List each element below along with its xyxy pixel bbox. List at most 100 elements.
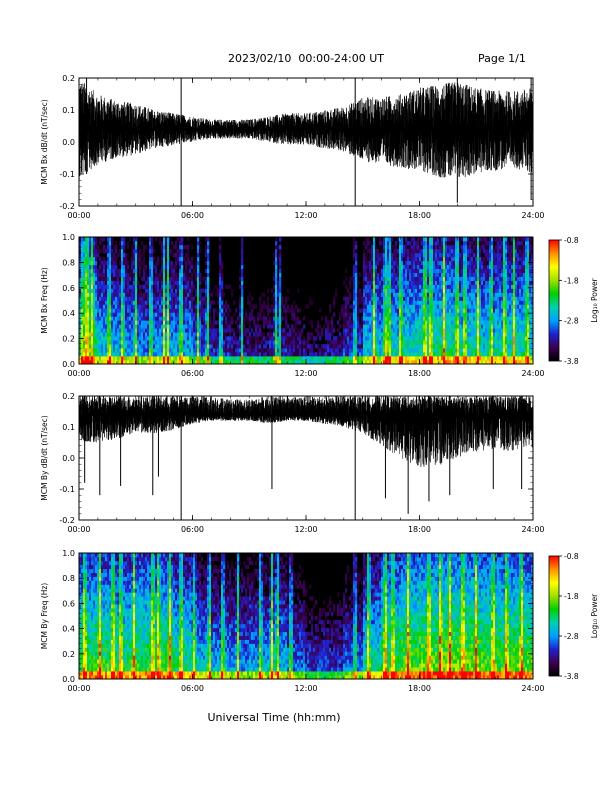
- spectrogram-cell: [381, 344, 384, 349]
- spectrogram-cell: [89, 348, 92, 353]
- spectrogram-cell: [363, 336, 366, 341]
- spectrogram-cell: [161, 308, 164, 313]
- spectrogram-cell: [127, 276, 130, 281]
- spectrogram-cell: [383, 244, 386, 250]
- spectrogram-cell: [345, 320, 348, 325]
- spectrogram-cell: [417, 356, 420, 361]
- spectrogram-cell: [177, 276, 180, 281]
- spectrogram-cell: [401, 284, 404, 289]
- spectrogram-cell: [279, 276, 282, 281]
- spectrogram-cell: [201, 332, 204, 337]
- spectrogram-cell: [85, 300, 88, 305]
- spectrogram-cell: [463, 296, 466, 301]
- spectrogram-cell: [417, 340, 420, 345]
- spectrogram-cell: [107, 268, 110, 274]
- spectrogram-cell: [409, 320, 412, 325]
- spectrogram-cell: [151, 284, 154, 289]
- spectrogram-cell: [417, 328, 420, 333]
- spectrogram-cell: [133, 288, 136, 293]
- spectrogram-cell: [101, 332, 104, 337]
- spectrogram-cell: [401, 360, 404, 365]
- spectrogram-cell: [395, 244, 398, 250]
- spectrogram-cell: [381, 272, 384, 277]
- spectrogram-cell: [195, 304, 198, 309]
- spectrogram-cell: [145, 312, 148, 317]
- spectrogram-cell: [147, 344, 150, 349]
- spectrogram-cell: [443, 296, 446, 301]
- spectrogram-cell: [111, 312, 114, 317]
- spectrogram-cell: [415, 280, 418, 285]
- spectrogram-cell: [275, 268, 278, 274]
- spectrogram-cell: [227, 356, 230, 361]
- spectrogram-cell: [223, 344, 226, 349]
- spectrogram-cell: [353, 252, 356, 258]
- spectrogram-cell: [427, 252, 430, 258]
- spectrogram-cell: [149, 248, 152, 254]
- spectrogram-cell: [187, 260, 190, 266]
- spectrogram-cell: [383, 348, 386, 353]
- spectrogram-cell: [129, 320, 132, 325]
- spectrogram-cell: [457, 288, 460, 293]
- spectrogram-cell: [181, 260, 184, 266]
- spectrogram-cell: [333, 312, 336, 317]
- spectrogram-cell: [431, 336, 434, 341]
- spectrogram-cell: [133, 360, 136, 365]
- spectrogram-cell: [429, 352, 432, 357]
- spectrogram-cell: [321, 360, 324, 365]
- spectrogram-cell: [453, 340, 456, 345]
- spectrogram-cell: [87, 348, 90, 353]
- y-tick-label: 0.0: [62, 138, 75, 147]
- spectrogram-cell: [385, 292, 388, 297]
- spectrogram-cell: [187, 256, 190, 262]
- spectrogram-cell: [139, 252, 142, 258]
- spectrogram-cell: [453, 352, 456, 357]
- spectrogram-cell: [193, 268, 196, 274]
- spectrogram-cell: [399, 256, 402, 262]
- spectrogram-cell: [131, 272, 134, 277]
- spectrogram-cell: [351, 320, 354, 325]
- spectrogram-cell: [295, 348, 298, 353]
- spectrogram-cell: [389, 248, 392, 254]
- spectrogram-cell: [257, 360, 260, 365]
- spectrogram-cell: [435, 248, 438, 254]
- spectrogram-cell: [83, 292, 86, 297]
- spectrogram-cell: [343, 348, 346, 353]
- spectrogram-cell: [443, 244, 446, 250]
- spectrogram-cell: [345, 304, 348, 309]
- spectrogram-cell: [427, 332, 430, 337]
- spectrogram-cell: [445, 308, 448, 313]
- spectrogram-cell: [417, 284, 420, 289]
- spectrogram-cell: [357, 300, 360, 305]
- spectrogram-cell: [151, 320, 154, 325]
- spectrogram-cell: [137, 244, 140, 250]
- spectrogram-cell: [417, 336, 420, 341]
- spectrogram-cell: [107, 272, 110, 277]
- spectrogram-cell: [193, 348, 196, 353]
- spectrogram-cell: [379, 240, 382, 246]
- spectrogram-cell: [119, 324, 122, 329]
- spectrogram-cell: [225, 308, 228, 313]
- spectrogram-cell: [481, 304, 484, 309]
- spectrogram-cell: [457, 340, 460, 345]
- spectrogram-cell: [473, 332, 476, 337]
- spectrogram-cell: [383, 256, 386, 262]
- spectrogram-cell: [205, 332, 208, 337]
- spectrogram-cell: [229, 340, 232, 345]
- spectrogram-cell: [185, 268, 188, 274]
- spectrogram-cell: [345, 328, 348, 333]
- spectrogram-cell: [413, 260, 416, 266]
- spectrogram-cell: [97, 316, 100, 321]
- spectrogram-cell: [153, 340, 156, 345]
- spectrogram-cell: [181, 280, 184, 285]
- spectrogram-cell: [407, 312, 410, 317]
- spectrogram-cell: [443, 276, 446, 281]
- spectrogram-cell: [401, 248, 404, 254]
- spectrogram-cell: [293, 336, 296, 341]
- spectrogram-cell: [353, 312, 356, 317]
- spectrogram-cell: [419, 356, 422, 361]
- spectrogram-cell: [121, 332, 124, 337]
- spectrogram-cell: [409, 348, 412, 353]
- spectrogram-cell: [461, 356, 464, 361]
- spectrogram-cell: [381, 292, 384, 297]
- spectrogram-cell: [353, 356, 356, 361]
